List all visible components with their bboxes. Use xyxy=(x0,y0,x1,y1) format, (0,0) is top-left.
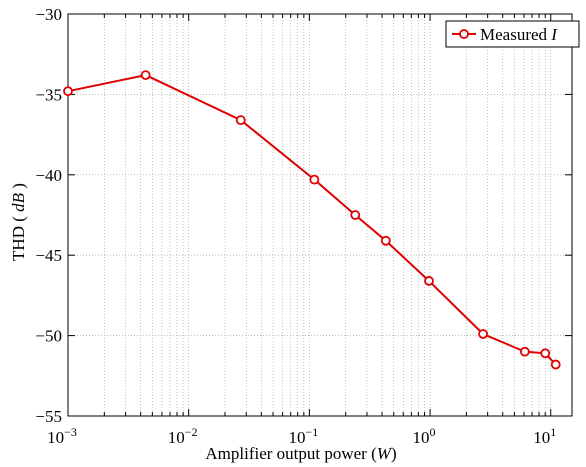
data-point xyxy=(63,86,73,97)
x-tick-label-base: 10 xyxy=(168,428,185,447)
x-axis-label: Amplifier output power (W) xyxy=(205,444,396,463)
y-axis-label: THD ( dB ) xyxy=(9,183,28,261)
x-tick-label-base: 10 xyxy=(288,428,305,447)
data-point xyxy=(519,346,530,357)
data-point xyxy=(235,115,246,126)
data-point xyxy=(350,210,361,220)
x-tick-label-base: 10 xyxy=(533,428,550,447)
y-tick-label: −50 xyxy=(35,327,62,346)
data-point xyxy=(478,329,488,339)
y-tick-label: −30 xyxy=(35,5,62,24)
data-point xyxy=(380,235,391,246)
data-point xyxy=(550,359,561,370)
x-tick-label: 10−3 xyxy=(47,425,77,447)
data-point xyxy=(540,348,551,359)
data-point xyxy=(424,276,434,286)
x-tick-label: 101 xyxy=(533,425,556,447)
y-axis-label-suffix: ) xyxy=(9,183,28,193)
series-line xyxy=(67,74,557,366)
series-layer xyxy=(63,70,561,370)
x-tick-label-base: 10 xyxy=(47,428,64,447)
x-tick-label-exponent: −3 xyxy=(64,425,77,439)
x-axis-label-prefix: Amplifier output power ( xyxy=(205,444,377,463)
legend-label-italic: I xyxy=(550,25,558,44)
y-axis-label-unit: dB xyxy=(9,192,28,212)
y-tick-label: −45 xyxy=(35,246,62,265)
svg-text:THD ( dB ): THD ( dB ) xyxy=(9,183,28,261)
legend-label-text: Measured xyxy=(480,25,551,44)
x-tick-label-exponent: −2 xyxy=(185,425,198,439)
x-tick-label: 10−2 xyxy=(168,425,198,447)
x-tick-label-exponent: −1 xyxy=(305,425,318,439)
data-point xyxy=(140,70,151,81)
grid-lines xyxy=(67,14,572,416)
y-tick-label: −40 xyxy=(35,166,62,185)
data-point xyxy=(309,174,320,185)
x-tick-label: 100 xyxy=(413,425,436,447)
svg-text:Amplifier output power (W): Amplifier output power (W) xyxy=(205,444,396,463)
x-tick-label-exponent: 1 xyxy=(550,425,556,439)
x-tick-label-exponent: 0 xyxy=(430,425,436,439)
plot-frame xyxy=(67,13,573,417)
x-axis-label-unit: W xyxy=(377,444,393,463)
x-tick-label: 10−1 xyxy=(288,425,318,447)
legend: Measured I xyxy=(445,20,580,48)
y-axis-label-prefix: THD ( xyxy=(9,212,28,261)
y-tick-label: −35 xyxy=(35,85,62,104)
legend-label: Measured I xyxy=(480,25,558,44)
legend-marker xyxy=(459,29,469,39)
x-axis-label-suffix: ) xyxy=(391,444,397,463)
x-tick-label-base: 10 xyxy=(413,428,430,447)
y-tick-label: −55 xyxy=(35,407,62,426)
